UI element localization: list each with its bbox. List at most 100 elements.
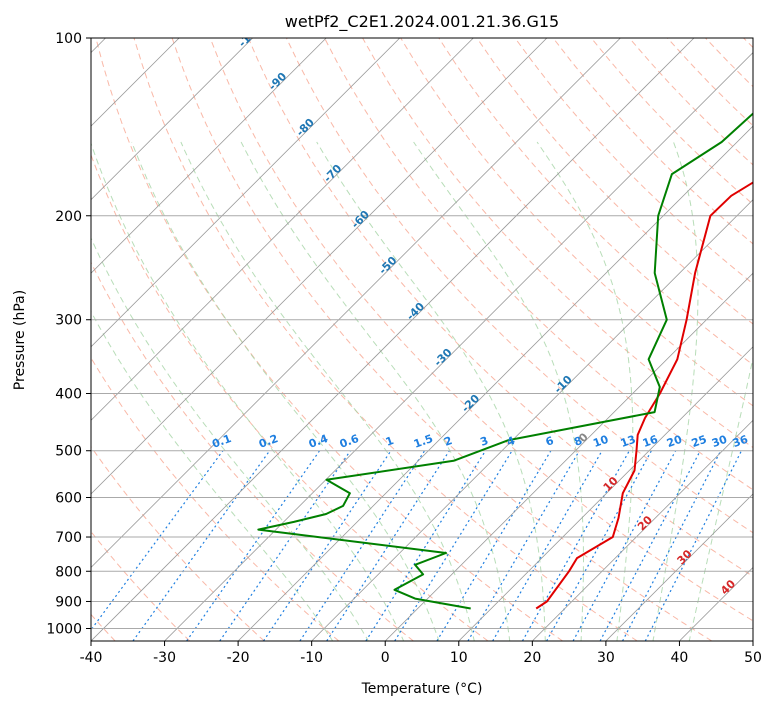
mixing-ratio-label: 3: [478, 434, 490, 449]
mixing-ratio-label: 16: [641, 433, 660, 451]
moist-adiabat: [536, 141, 634, 641]
y-tick-label: 1000: [46, 621, 82, 637]
isotherm-line: [605, 493, 753, 641]
mixing-ratio-line: [572, 450, 677, 641]
mixing-ratio-label: 1: [384, 434, 396, 449]
moist-adiabats: [91, 141, 753, 641]
y-tick-label: 200: [55, 209, 82, 225]
mixing-ratio-label: 13: [619, 433, 638, 450]
isotherm-line: [752, 640, 753, 641]
mixing-ratio-label: 25: [690, 433, 709, 450]
dry-adiabat: [705, 38, 753, 88]
x-axis: -40 -30 -20 -10 0 10 20 30 40 50: [80, 641, 762, 666]
isotherm-label: 10: [601, 474, 621, 494]
mixing-ratio-line: [263, 450, 392, 641]
isotherm-line: [91, 38, 474, 421]
moist-adiabat: [316, 141, 546, 641]
mixing-ratio-line: [467, 450, 580, 641]
isotherms: [91, 38, 753, 641]
isotherm-label: -20: [459, 392, 482, 415]
x-tick-label: 50: [744, 650, 762, 666]
dry-adiabat: [514, 38, 753, 285]
x-tick-label: -20: [227, 650, 250, 666]
moist-adiabat: [240, 141, 511, 641]
mixing-ratio-label: 20: [665, 433, 684, 451]
isotherm-line: [91, 38, 548, 495]
dry-adiabat: [324, 38, 753, 491]
mixing-ratio-label: 10: [591, 433, 610, 451]
moist-adiabat: [688, 355, 753, 641]
isotherm-line: [91, 38, 621, 569]
x-tick-label: 40: [671, 650, 689, 666]
y-axis-label: Pressure (hPa): [12, 290, 28, 390]
mixing-ratio-line: [492, 450, 603, 641]
isotherm-line: [91, 38, 253, 201]
isotherm-label: -10: [552, 373, 575, 396]
isotherm-line: [164, 51, 753, 641]
dry-adiabat: [91, 445, 265, 641]
pressure-gridlines: [91, 38, 753, 629]
dry-adiabat: [95, 38, 563, 641]
chart-title: wetPf2_C2E1.2024.001.21.36.G15: [285, 12, 559, 32]
isotherm-line: [91, 38, 401, 348]
x-tick-label: 30: [597, 650, 615, 666]
moist-adiabat: [652, 141, 699, 641]
isotherm-line: [91, 38, 327, 274]
mixing-ratio-label: 0.2: [257, 432, 280, 451]
plot-area: 0.1 0.2 0.4 0.6 1 1.5 2 3 4 6 8 10 13 16 20 25 30 36-100-…: [91, 21, 753, 641]
x-tick-label: -40: [80, 650, 103, 666]
moist-adiabat: [91, 236, 369, 641]
moist-adiabat: [91, 310, 334, 641]
dewpoint-line: [257, 112, 753, 610]
mixing-ratio-line: [299, 450, 426, 641]
y-tick-label: 300: [55, 313, 82, 329]
x-tick-label: 10: [450, 650, 468, 666]
dry-adiabat: [247, 38, 753, 577]
x-axis-label: Temperature (°C): [361, 681, 483, 697]
mixing-ratio-line: [436, 450, 552, 641]
mixing-ratio-line: [521, 450, 630, 641]
plot-frame: [90, 37, 754, 642]
mixing-ratio-line: [599, 450, 701, 641]
isotherm-label: -90: [266, 70, 289, 93]
dry-adiabat: [285, 38, 753, 534]
y-tick-label: 500: [55, 444, 82, 460]
dry-adiabat: [133, 38, 638, 641]
isotherm-line: [384, 272, 753, 641]
mixing-ratio-line: [91, 450, 224, 631]
isotherm-label: -50: [376, 254, 399, 277]
mixing-ratio-line: [186, 450, 321, 641]
dry-adiabat: [171, 38, 713, 641]
mixing-ratio-label: 1.5: [412, 432, 435, 451]
mixing-ratio-label: 2: [442, 434, 454, 449]
mixing-ratio-label: 0.1: [210, 432, 233, 451]
mixing-ratio-label: 6: [544, 434, 556, 449]
line-labels: 0.1 0.2 0.4 0.6 1 1.5 2 3 4 6 8 10 13 16 20 25 30 36-100-…: [210, 21, 750, 597]
mixing-ratio-line: [219, 450, 351, 641]
isotherm-line: [458, 346, 753, 641]
dry-adiabat: [91, 530, 191, 641]
mixing-ratio-line: [622, 450, 722, 641]
isotherm-label: -60: [349, 208, 372, 231]
isotherm-label: -100: [236, 21, 265, 50]
x-tick-label: -30: [153, 650, 176, 666]
mixing-ratio-line: [644, 450, 743, 641]
mixing-ratio-label: 30: [710, 433, 729, 451]
y-axis: 100 200 300 400 500 600 700 800 900 1000: [46, 31, 91, 637]
dry-adiabat: [91, 261, 414, 641]
mixing-ratio-label: 0.6: [338, 432, 361, 451]
isotherm-line: [679, 566, 753, 641]
mixing-ratio-label: 36: [731, 433, 750, 451]
dry-adiabat: [91, 356, 340, 641]
profile-lines: [257, 112, 753, 610]
mixing-ratio-label: 0.4: [307, 432, 330, 451]
mixing-ratio-label: 4: [505, 434, 517, 449]
y-tick-label: 600: [55, 490, 82, 506]
x-tick-label: 20: [523, 650, 541, 666]
dry-adiabat: [743, 38, 753, 49]
isotherm-label: -80: [294, 116, 317, 139]
mixing-ratio-line: [132, 450, 271, 641]
y-tick-label: 100: [55, 31, 82, 47]
y-tick-label: 400: [55, 387, 82, 403]
